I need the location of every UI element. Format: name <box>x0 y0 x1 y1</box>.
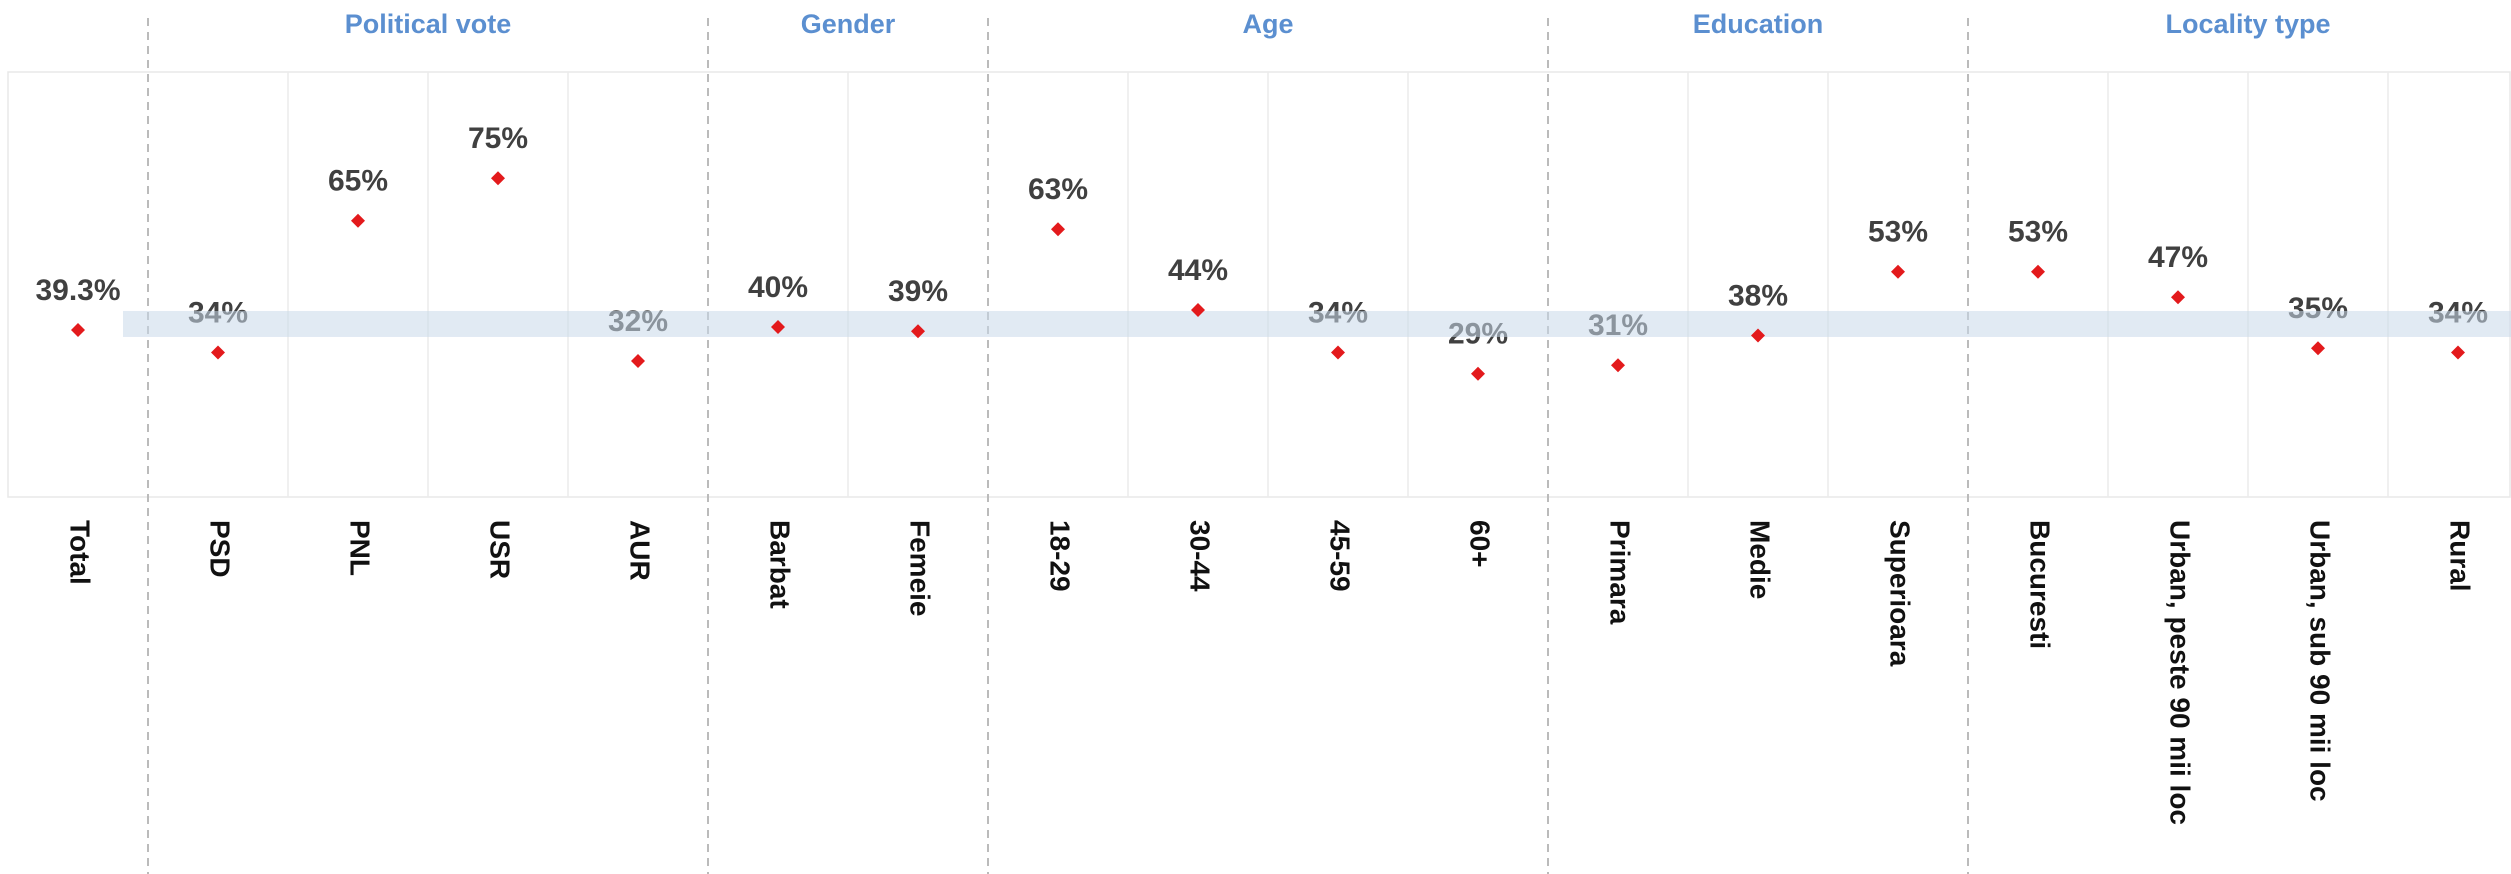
x-tick-label: Total <box>65 520 96 585</box>
dot <box>1611 358 1625 373</box>
value-label: 47% <box>2148 241 2208 274</box>
x-tick-label: PNL <box>345 520 376 576</box>
dot <box>1191 303 1205 317</box>
value-label: 38% <box>1728 279 1788 312</box>
dot <box>2171 290 2185 305</box>
value-label: 44% <box>1168 254 1228 287</box>
dot <box>2451 345 2465 360</box>
dot <box>771 320 785 334</box>
x-tick-label: Barbat <box>765 520 796 609</box>
dot <box>1331 345 1345 360</box>
dot <box>491 171 505 186</box>
group-label: Gender <box>801 9 896 39</box>
x-tick-label: 30-44 <box>1185 520 1216 592</box>
x-tick-label: Urban, sub 90 mii loc <box>2305 520 2336 802</box>
plot-frame <box>7 71 2511 498</box>
x-tick-label: USR <box>485 520 516 579</box>
x-tick-label: Primara <box>1605 520 1636 625</box>
dot <box>911 324 925 339</box>
group-label: Age <box>1242 9 1293 39</box>
x-tick-label: Superioara <box>1885 520 1916 667</box>
dot <box>631 354 645 368</box>
dot <box>211 345 225 360</box>
x-tick-label: Femeie <box>905 520 936 617</box>
x-tick-label: 60+ <box>1465 520 1496 568</box>
x-tick-label: PSD <box>205 520 236 578</box>
x-tick-label: Medie <box>1745 520 1776 599</box>
dot <box>1051 222 1065 237</box>
dot <box>1891 264 1905 279</box>
dot <box>1751 328 1765 343</box>
x-tick-label: 45-59 <box>1325 520 1356 592</box>
x-tick-label: AUR <box>625 520 656 581</box>
group-label: Education <box>1693 9 1824 39</box>
x-tick-label: 18-29 <box>1045 520 1076 592</box>
dot <box>1471 366 1485 381</box>
group-label: Locality type <box>2165 9 2330 39</box>
value-label: 65% <box>328 165 388 198</box>
value-label: 75% <box>468 122 528 155</box>
total-band <box>123 310 2511 337</box>
value-label: 63% <box>1028 173 1088 206</box>
value-label: 40% <box>748 271 808 304</box>
group-label: Political vote <box>345 9 512 39</box>
dot <box>2031 264 2045 279</box>
value-label: 39.3% <box>35 274 120 307</box>
dot <box>2311 341 2325 356</box>
dot <box>351 213 365 228</box>
dot <box>71 322 85 337</box>
x-tick-label: Rural <box>2445 520 2476 592</box>
x-tick-label: Urban, peste 90 mii loc <box>2165 520 2196 825</box>
value-label: 53% <box>1868 216 1928 249</box>
value-label: 39% <box>888 275 948 308</box>
value-label: 53% <box>2008 216 2068 249</box>
x-tick-label: Bucuresti <box>2025 520 2056 649</box>
